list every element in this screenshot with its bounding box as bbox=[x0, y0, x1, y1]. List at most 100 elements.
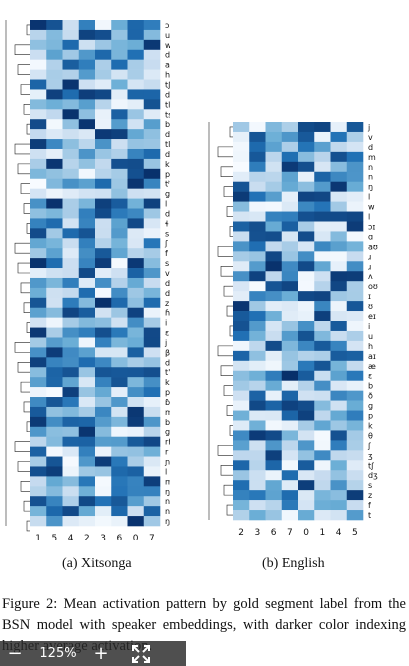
row-label: ɦ bbox=[165, 309, 170, 318]
heatmap-cell bbox=[346, 271, 364, 282]
heatmap-cell bbox=[127, 307, 145, 318]
heatmap-cell bbox=[143, 59, 161, 70]
row-label: n bbox=[368, 173, 373, 182]
heatmap-cell bbox=[281, 490, 299, 501]
heatmap-cell bbox=[95, 277, 112, 289]
heatmap-cell bbox=[233, 340, 250, 352]
heatmap-cell bbox=[78, 148, 96, 160]
heatmap-cell bbox=[143, 287, 161, 299]
heatmap-cell bbox=[249, 271, 266, 282]
heatmap-cell bbox=[95, 218, 112, 229]
column-label: 1 bbox=[35, 534, 41, 540]
heatmap-cell bbox=[314, 321, 331, 332]
row-label: v bbox=[368, 133, 373, 142]
heatmap-cell bbox=[249, 390, 266, 401]
row-label: k bbox=[368, 421, 373, 430]
heatmap-cell bbox=[62, 20, 80, 31]
heatmap-cell bbox=[30, 208, 47, 219]
heatmap-cell bbox=[233, 380, 250, 391]
heatmap-cell bbox=[62, 109, 80, 120]
heatmap-cell bbox=[314, 281, 331, 292]
heatmap-cell bbox=[78, 258, 96, 269]
row-label: ts' bbox=[165, 110, 170, 119]
row-label: ʃ bbox=[164, 239, 168, 248]
row-label: mɦ bbox=[165, 408, 170, 417]
heatmap-cell bbox=[314, 380, 331, 391]
heatmap-cell bbox=[30, 416, 47, 428]
heatmap-cell bbox=[78, 109, 96, 120]
heatmap-cell bbox=[111, 367, 128, 378]
heatmap-cell bbox=[314, 460, 331, 471]
row-label: dʒɦ bbox=[165, 150, 170, 159]
heatmap-cell bbox=[62, 49, 80, 60]
heatmap-cell bbox=[30, 327, 47, 338]
heatmap-cell bbox=[95, 49, 112, 60]
row-label: w bbox=[165, 41, 170, 50]
heatmap-cell bbox=[46, 277, 63, 289]
heatmap-cell bbox=[314, 122, 331, 133]
heatmap-cell bbox=[78, 297, 96, 309]
row-label: n bbox=[368, 163, 373, 172]
zoom-in-button[interactable]: + bbox=[93, 643, 109, 664]
row-label: aɪ bbox=[368, 352, 376, 361]
fit-to-screen-icon[interactable] bbox=[130, 643, 152, 665]
dendrogram-branch bbox=[229, 226, 233, 237]
heatmap-cell bbox=[298, 201, 315, 212]
heatmap-cell bbox=[265, 321, 283, 332]
heatmap-cell bbox=[314, 330, 331, 342]
row-label: s bbox=[368, 481, 372, 490]
heatmap-cell bbox=[111, 99, 128, 110]
heatmap-cell bbox=[346, 370, 364, 381]
heatmap-cell bbox=[330, 500, 348, 511]
column-label: 4 bbox=[336, 528, 342, 538]
dendrogram-branch bbox=[26, 322, 30, 333]
heatmap-cell bbox=[314, 141, 331, 153]
heatmap-cell bbox=[143, 436, 161, 447]
heatmap-cell bbox=[127, 69, 145, 80]
heatmap-cell bbox=[30, 436, 47, 447]
heatmap-cell bbox=[127, 178, 145, 189]
row-label: w bbox=[368, 203, 375, 212]
heatmap-cell bbox=[78, 208, 96, 219]
row-label: d bbox=[368, 143, 373, 152]
heatmap-cell bbox=[143, 208, 161, 219]
heatmap-cell bbox=[30, 79, 47, 90]
subcaption-xitsonga: (a) Xitsonga bbox=[62, 556, 132, 571]
heatmap-cell bbox=[111, 69, 128, 80]
heatmap-cell bbox=[233, 360, 250, 372]
row-label: β bbox=[165, 348, 170, 357]
heatmap-cell bbox=[62, 39, 80, 51]
row-label: tl' bbox=[165, 100, 170, 109]
heatmap-cell bbox=[62, 456, 80, 467]
heatmap-cell bbox=[111, 129, 128, 140]
heatmap-cell bbox=[127, 148, 145, 160]
heatmap-cell bbox=[330, 430, 348, 441]
heatmap-cell bbox=[95, 119, 112, 130]
heatmap-cell bbox=[127, 49, 145, 60]
heatmap-cell bbox=[233, 201, 250, 212]
heatmap-cell bbox=[330, 470, 348, 481]
heatmap-cell bbox=[127, 436, 145, 447]
heatmap-cell bbox=[330, 440, 348, 451]
heatmap-cell bbox=[298, 340, 315, 352]
heatmap-cell bbox=[249, 321, 266, 332]
heatmap-cell bbox=[281, 131, 299, 143]
heatmap-cell bbox=[111, 456, 128, 467]
heatmap-cell bbox=[265, 380, 283, 391]
heatmap-cell bbox=[78, 99, 96, 110]
heatmap-cell bbox=[346, 181, 364, 192]
column-label: 4 bbox=[68, 534, 74, 540]
row-label: l bbox=[165, 467, 167, 476]
row-label: dʒ bbox=[165, 90, 170, 99]
zoom-out-button[interactable]: − bbox=[7, 643, 23, 664]
heatmap-cell bbox=[127, 268, 145, 279]
heatmap-cell bbox=[111, 268, 128, 279]
heatmap-cell bbox=[46, 496, 63, 507]
heatmap-cell bbox=[143, 49, 161, 60]
heatmap-cell bbox=[346, 400, 364, 411]
row-label: g bbox=[165, 428, 170, 437]
row-label: u bbox=[165, 31, 170, 40]
row-label: pʰ bbox=[165, 170, 170, 179]
heatmap-cell bbox=[95, 476, 112, 487]
heatmap-cell bbox=[249, 450, 266, 461]
